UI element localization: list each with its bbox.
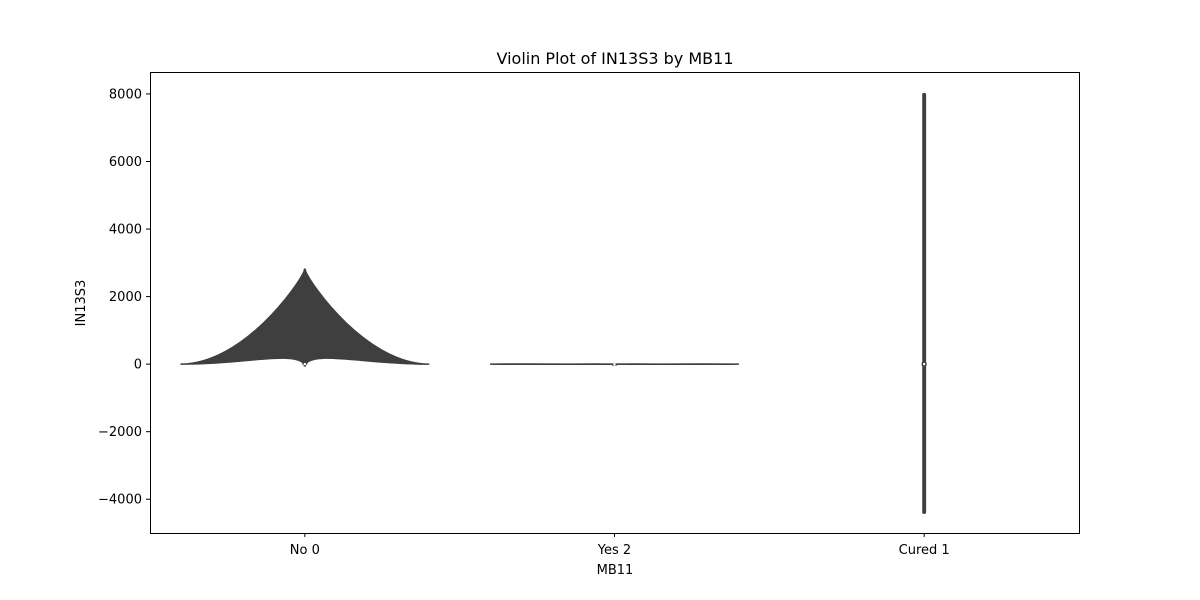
y-tick-label: 8000 — [109, 87, 142, 102]
y-tick-label: 2000 — [109, 290, 142, 305]
violin-median-marker — [922, 362, 926, 366]
violin-median-marker — [613, 362, 616, 366]
y-axis-label: IN13S3 — [74, 280, 89, 327]
y-tick-label: 6000 — [109, 155, 142, 170]
y-tick-label: −2000 — [98, 425, 142, 440]
x-axis-label: MB11 — [597, 563, 634, 578]
x-tick-label: Yes 2 — [597, 543, 631, 558]
violin-median-marker — [303, 362, 307, 366]
chart-title: Violin Plot of IN13S3 by MB11 — [496, 49, 733, 68]
y-tick-label: −4000 — [98, 493, 142, 508]
y-tick-label: 4000 — [109, 223, 142, 238]
violin-group — [180, 92, 927, 514]
x-tick-label: Cured 1 — [899, 543, 950, 558]
x-tick-label: No 0 — [290, 543, 320, 558]
y-axis: −4000 −2000 0 2000 4000 6000 8000 — [98, 87, 150, 508]
y-tick-label: 0 — [134, 358, 142, 373]
x-axis: No 0 Yes 2 Cured 1 — [290, 533, 950, 558]
